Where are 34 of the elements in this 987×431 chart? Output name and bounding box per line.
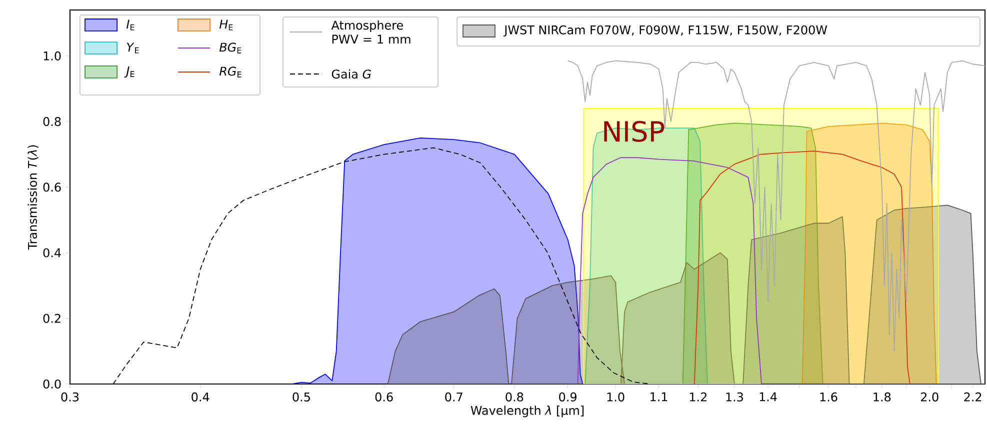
legend-label: BG$_{E}$ — [219, 42, 242, 54]
x-tick-label: 0.7 — [445, 392, 462, 402]
x-tick-label: 2.0 — [920, 392, 938, 402]
x-tick-label: 0.6 — [375, 392, 393, 402]
x-tick-label: 0.5 — [292, 392, 310, 402]
y-tick-label: 0.6 — [43, 182, 61, 192]
x-tick-label: 1.6 — [820, 392, 838, 402]
x-tick-label: 1.4 — [760, 392, 777, 402]
x-tick-label: 1.1 — [650, 392, 668, 402]
x-tick-label: 1.2 — [690, 392, 706, 402]
y-axis-title: Transmission T(λ) — [28, 145, 38, 250]
legend-label: Gaia G — [332, 69, 371, 79]
x-tick-label: 1.3 — [726, 392, 743, 402]
y-tick-label: 0.0 — [43, 379, 61, 389]
x-tick-label: 2.2 — [964, 392, 982, 402]
y-tick-label: 1.0 — [44, 51, 61, 60]
legend-label: Y$_{E}$ — [126, 42, 139, 54]
x-axis-title: Wavelength λ [μm] — [470, 406, 584, 418]
legend-label: J$_{E}$ — [124, 66, 134, 78]
legend-label: Atmosphere PWV = 1 mm — [331, 20, 410, 44]
legend-label: I$_{E}$ — [126, 20, 134, 30]
legend-label: RG$_{E}$ — [219, 66, 242, 78]
y-tick-label: 0.4 — [43, 248, 61, 258]
x-tick-label: 0.3 — [61, 392, 79, 402]
x-tick-label: 0.9 — [559, 392, 576, 402]
y-tick-label: 0.2 — [43, 314, 60, 323]
legend-label: H$_{E}$ — [219, 20, 233, 30]
annotation: NISP — [604, 120, 664, 142]
y-tick-label: 0.8 — [43, 117, 61, 126]
x-tick-label: 1.0 — [607, 392, 624, 402]
x-tick-label: 1.8 — [874, 392, 891, 402]
x-tick-label: 0.8 — [506, 392, 524, 402]
x-tick-label: 0.4 — [192, 392, 210, 402]
legend-label: JWST NIRCam F070W, F090W, F115W, F150W, F200W — [504, 25, 828, 37]
